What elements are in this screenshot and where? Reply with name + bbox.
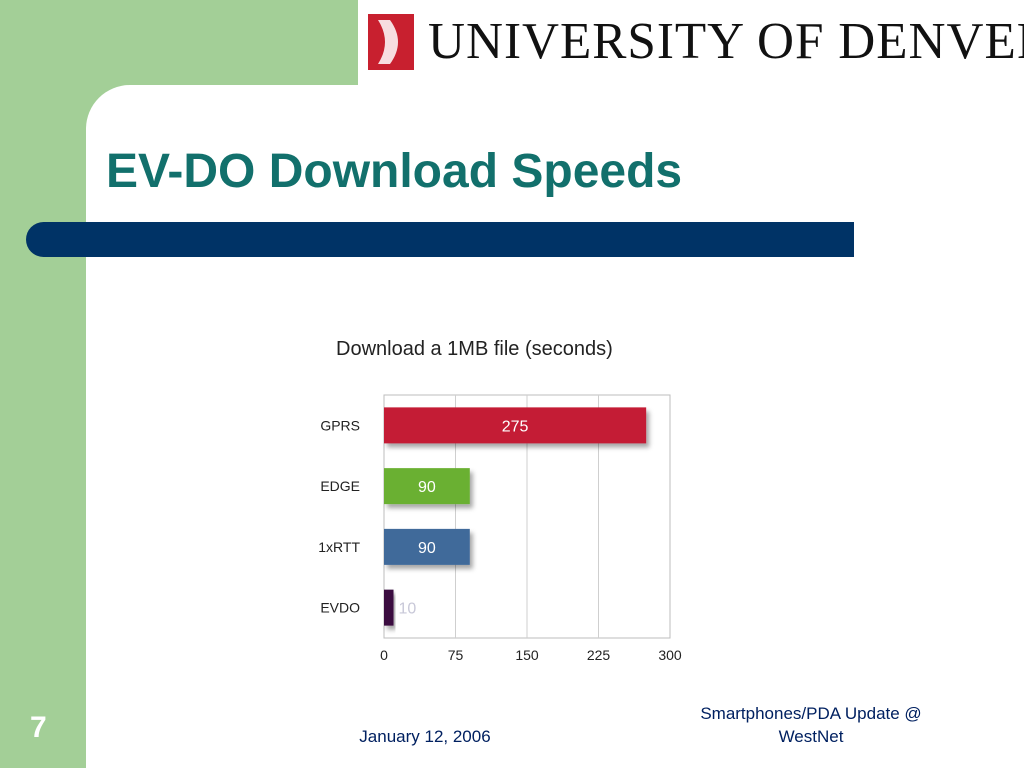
university-logo-mark [368, 14, 414, 70]
slide-number: 7 [30, 711, 47, 744]
bar-value-label: 90 [418, 540, 436, 557]
footer-event: Smartphones/PDA Update @ WestNet [700, 704, 922, 746]
footer-date: January 12, 2006 [359, 727, 491, 746]
bar-gprs [384, 407, 647, 444]
bar-evdo [384, 589, 394, 626]
bar-chart: 0 75 150 225 300 GPRS 275 EDGE 90 1xRTT 90 EVDO 10 [318, 394, 682, 663]
category-label: EVDO [320, 600, 360, 616]
x-tick-label: 0 [380, 647, 388, 663]
slide-title: EV-DO Download Speeds [106, 145, 683, 198]
category-label: 1xRTT [318, 539, 360, 555]
title-rule [26, 222, 854, 257]
x-tick-label: 300 [658, 647, 682, 663]
bar-1xrtt [384, 528, 470, 565]
bar-value-label: 10 [399, 601, 417, 618]
bar-value-label: 90 [418, 479, 436, 496]
university-logo-text: UNIVERSITY OF DENVER [428, 13, 1024, 70]
category-label: EDGE [320, 478, 360, 494]
bar-edge [384, 468, 470, 505]
x-tick-label: 150 [515, 647, 539, 663]
category-label: GPRS [320, 417, 360, 433]
x-tick-label: 225 [587, 647, 611, 663]
chart-title: Download a 1MB file (seconds) [336, 338, 613, 360]
bar-value-label: 275 [502, 418, 529, 435]
header-band [358, 0, 1024, 85]
x-tick-label: 75 [448, 647, 464, 663]
